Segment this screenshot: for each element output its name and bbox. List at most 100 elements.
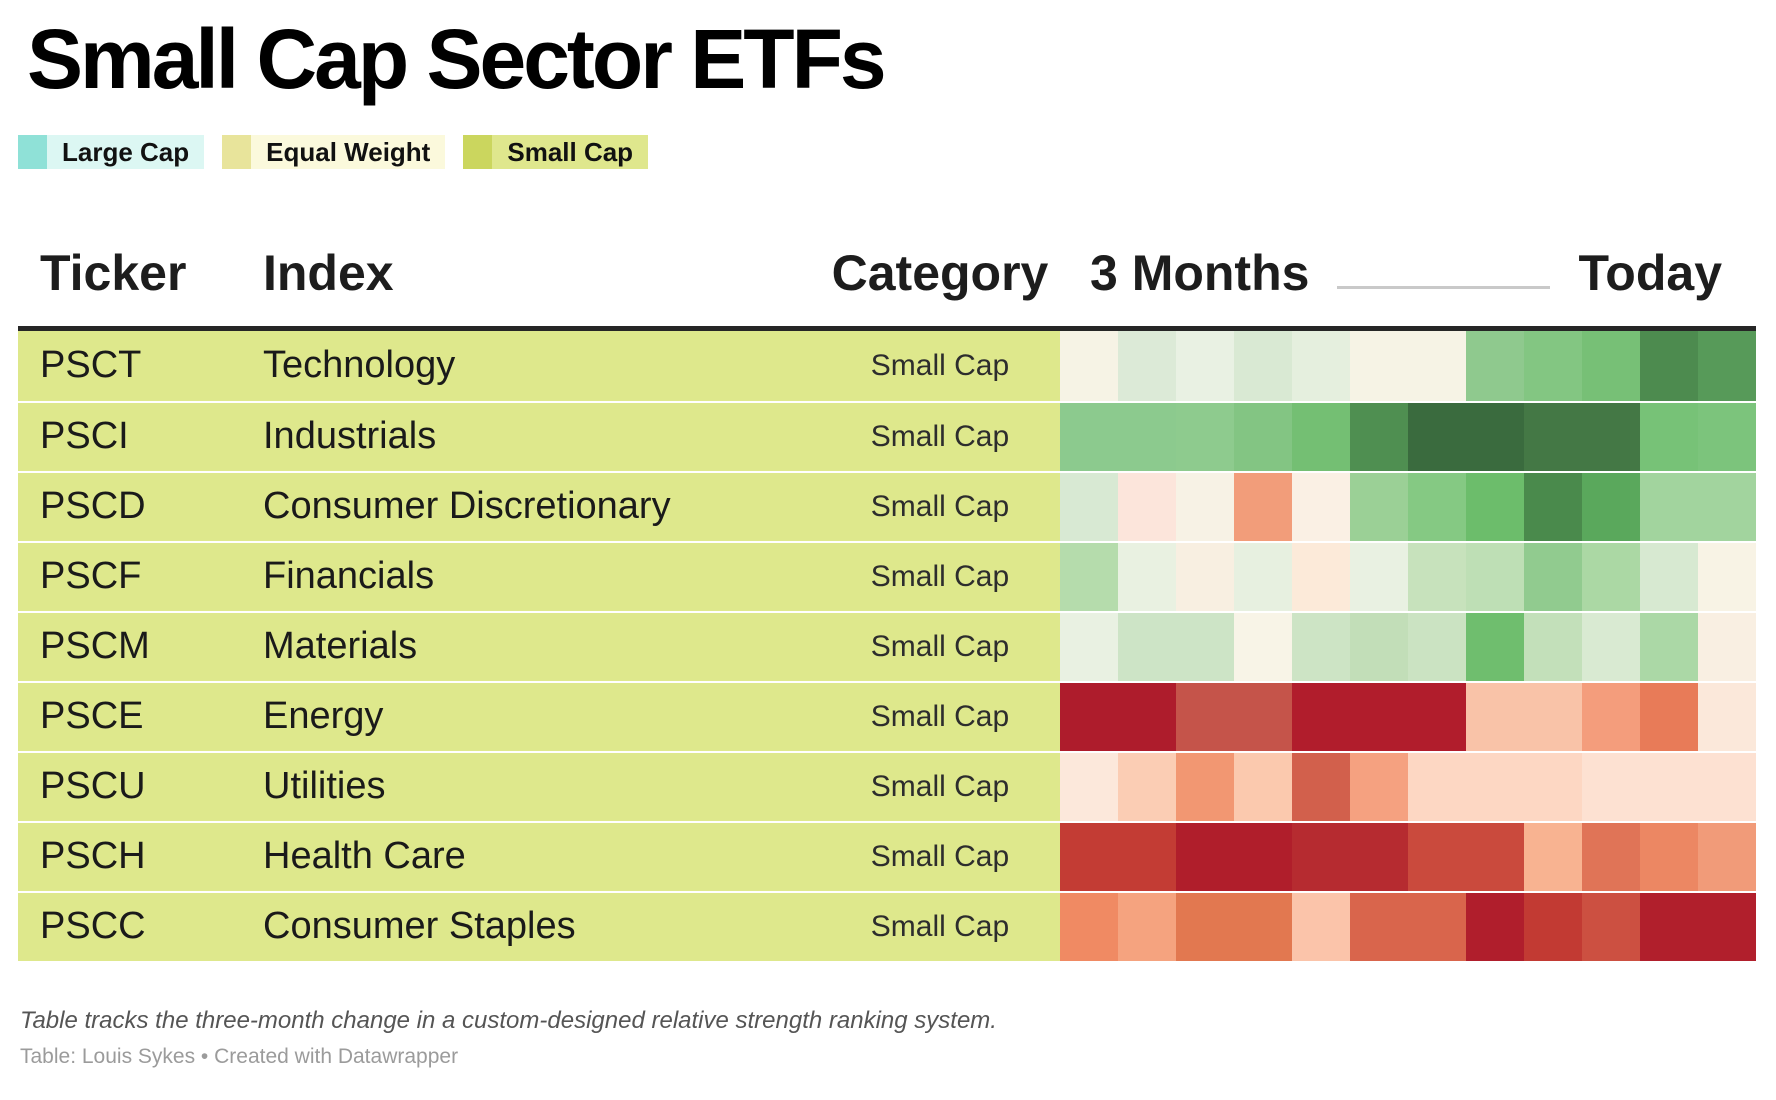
heatmap-cell — [1292, 752, 1350, 821]
heatmap-cell — [1060, 542, 1118, 611]
legend: Large Cap Equal Weight Small Cap — [18, 134, 1776, 169]
heatmap-cell — [1176, 612, 1234, 681]
heatmap-cell — [1234, 682, 1292, 751]
table-row: PSCI Industrials Small Cap — [18, 400, 1756, 471]
table-row: PSCU Utilities Small Cap — [18, 750, 1756, 821]
heatmap-cell — [1350, 752, 1408, 821]
heatmap-cell — [1408, 892, 1466, 961]
table-row: PSCH Health Care Small Cap — [18, 820, 1756, 891]
table: Ticker Index Category 3 Months Today PSC… — [18, 245, 1756, 961]
index-cell: Consumer Staples — [263, 905, 576, 948]
heatmap-cell — [1698, 330, 1756, 401]
heatmap-cell — [1408, 822, 1466, 891]
heatmap-cell — [1408, 542, 1466, 611]
heatmap-cell — [1640, 752, 1698, 821]
heatmap-cell — [1350, 682, 1408, 751]
table-row: PSCM Materials Small Cap — [18, 610, 1756, 681]
heatmap-cell — [1292, 402, 1350, 471]
category-cell: Small Cap — [870, 489, 1010, 523]
heatmap-cell — [1408, 402, 1466, 471]
heatmap-cell — [1524, 892, 1582, 961]
index-cell: Health Care — [263, 835, 466, 878]
ticker-cell: PSCT — [40, 344, 142, 387]
heatmap-cell — [1640, 542, 1698, 611]
heatmap-cell — [1640, 330, 1698, 401]
heatmap-cell — [1466, 402, 1524, 471]
heatmap-cell — [1698, 892, 1756, 961]
heatmap-cell — [1524, 402, 1582, 471]
heatmap-cell — [1292, 472, 1350, 541]
index-cell: Industrials — [263, 415, 437, 458]
heatmap-cell — [1466, 612, 1524, 681]
legend-swatch-icon — [222, 134, 252, 169]
footer-note: Table tracks the three-month change in a… — [20, 1006, 997, 1034]
category-cell: Small Cap — [870, 559, 1010, 593]
heatmap-cell — [1582, 542, 1640, 611]
heatmap-row — [1060, 682, 1756, 751]
heatmap-period-header: 3 Months Today — [1060, 245, 1756, 302]
heatmap-cell — [1060, 330, 1118, 401]
heatmap-cell — [1524, 752, 1582, 821]
heatmap-cell — [1234, 330, 1292, 401]
period-start-label: 3 Months — [1090, 244, 1310, 301]
heatmap-cell — [1582, 822, 1640, 891]
heatmap-cell — [1640, 892, 1698, 961]
heatmap-cell — [1698, 682, 1756, 751]
heatmap-cell — [1582, 682, 1640, 751]
ticker-cell: PSCH — [40, 835, 146, 878]
heatmap-cell — [1292, 330, 1350, 401]
heatmap-cell — [1582, 330, 1640, 401]
heatmap-cell — [1640, 612, 1698, 681]
heatmap-cell — [1350, 612, 1408, 681]
heatmap-cell — [1350, 822, 1408, 891]
index-cell: Materials — [263, 625, 418, 668]
heatmap-cell — [1408, 612, 1466, 681]
heatmap-cell — [1466, 472, 1524, 541]
category-cell: Small Cap — [870, 909, 1010, 943]
column-header-ticker: Ticker — [40, 244, 187, 301]
index-cell: Energy — [263, 695, 384, 738]
heatmap-cell — [1698, 542, 1756, 611]
heatmap-cell — [1466, 542, 1524, 611]
heatmap-cell — [1234, 752, 1292, 821]
heatmap-cell — [1060, 402, 1118, 471]
heatmap-row — [1060, 612, 1756, 681]
row-label-area: PSCH Health Care Small Cap — [18, 822, 1060, 891]
row-label-area: PSCT Technology Small Cap — [18, 330, 1060, 401]
heatmap-row — [1060, 330, 1756, 401]
category-cell: Small Cap — [870, 348, 1010, 382]
heatmap-cell — [1176, 472, 1234, 541]
row-label-area: PSCM Materials Small Cap — [18, 612, 1060, 681]
category-cell: Small Cap — [870, 839, 1010, 873]
heatmap-cell — [1524, 330, 1582, 401]
heatmap-cell — [1176, 892, 1234, 961]
heatmap-cell — [1234, 892, 1292, 961]
heatmap-cell — [1698, 822, 1756, 891]
heatmap-row — [1060, 542, 1756, 611]
index-cell: Financials — [263, 555, 435, 598]
heatmap-cell — [1118, 752, 1176, 821]
heatmap-cell — [1176, 752, 1234, 821]
heatmap-cell — [1466, 892, 1524, 961]
category-cell: Small Cap — [870, 419, 1010, 453]
category-cell: Small Cap — [870, 769, 1010, 803]
heatmap-cell — [1292, 542, 1350, 611]
heatmap-row — [1060, 472, 1756, 541]
heatmap-cell — [1118, 472, 1176, 541]
heatmap-cell — [1118, 612, 1176, 681]
heatmap-cell — [1234, 472, 1292, 541]
heatmap-row — [1060, 402, 1756, 471]
legend-item-equal-weight: Equal Weight — [222, 134, 446, 169]
heatmap-cell — [1582, 402, 1640, 471]
ticker-cell: PSCC — [40, 905, 146, 948]
heatmap-cell — [1466, 682, 1524, 751]
ticker-cell: PSCI — [40, 415, 129, 458]
ticker-cell: PSCF — [40, 555, 142, 598]
heatmap-row — [1060, 752, 1756, 821]
heatmap-cell — [1118, 542, 1176, 611]
legend-item-small-cap: Small Cap — [463, 134, 649, 169]
heatmap-cell — [1698, 402, 1756, 471]
column-header-index: Index — [263, 244, 394, 301]
heatmap-cell — [1466, 330, 1524, 401]
heatmap-cell — [1408, 752, 1466, 821]
